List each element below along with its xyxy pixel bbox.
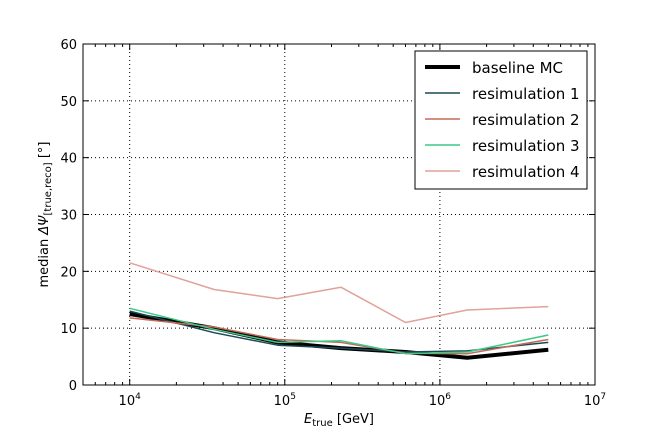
y-axis-label-symbol: ΔΨ	[37, 215, 52, 236]
x-tick-label-base: 10	[429, 394, 446, 409]
series-line-2	[129, 310, 549, 353]
y-tick-label: 20	[60, 265, 77, 280]
x-tick-label: 107	[584, 392, 606, 409]
x-tick-label: 105	[274, 392, 296, 409]
y-tick-label: 50	[60, 95, 77, 110]
x-axis-label-sub: true	[312, 418, 333, 429]
x-tick-label: 104	[119, 392, 142, 409]
x-tick-label-base: 10	[274, 394, 291, 409]
y-tick-label: 0	[69, 379, 77, 394]
legend-label: resimulation 4	[472, 163, 580, 181]
legend: baseline MC resimulation 1 resimulation 2 r…	[414, 50, 588, 190]
x-axis-label-main: E	[304, 412, 313, 427]
x-tick-label-exp: 6	[445, 392, 451, 402]
legend-label: resimulation 1	[472, 85, 580, 103]
series-line-3	[129, 317, 549, 355]
y-tick-label: 10	[60, 322, 77, 337]
x-tick-label-base: 10	[119, 394, 136, 409]
y-axis-label-prefix: median	[37, 235, 52, 288]
y-axis-label: median ΔΨ[true,reco] [°]	[37, 142, 54, 288]
series-lines	[129, 262, 549, 360]
y-tick-label: 40	[60, 152, 77, 167]
legend-box	[414, 50, 588, 190]
x-tick-label: 106	[429, 392, 452, 409]
y-axis-label-rest: [°]	[37, 142, 52, 163]
legend-label: baseline MC	[472, 59, 563, 77]
y-tick-label: 30	[60, 209, 77, 224]
series-line-4	[129, 307, 549, 355]
legend-label: resimulation 2	[472, 111, 580, 129]
x-axis-label-rest: [GeV]	[333, 412, 374, 427]
y-tick-label: 60	[60, 38, 77, 53]
x-tick-label-exp: 5	[290, 392, 296, 402]
legend-label: resimulation 3	[472, 137, 580, 155]
series-line-5	[129, 262, 549, 324]
x-tick-label-exp: 7	[600, 392, 606, 402]
x-tick-label-base: 10	[584, 394, 601, 409]
x-axis-label: Etrue [GeV]	[304, 412, 374, 429]
y-axis-label-sub: [true,reco]	[43, 162, 54, 215]
x-tick-label-exp: 4	[135, 392, 141, 402]
